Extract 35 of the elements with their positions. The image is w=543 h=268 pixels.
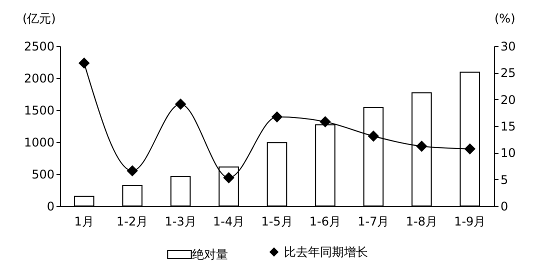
y2-tick-label: 25 — [500, 66, 516, 80]
point — [464, 144, 476, 154]
point — [416, 141, 427, 152]
point — [127, 166, 138, 176]
legend-label: 绝对量 — [192, 248, 228, 262]
x-tick-label: 1-7月 — [358, 214, 390, 228]
point — [272, 112, 282, 122]
y2-axis-title: (%) — [494, 12, 516, 26]
y-tick-label: 1500 — [24, 104, 54, 118]
x-tick-label: 1-4月 — [212, 214, 245, 228]
y-tick-label: 2500 — [24, 40, 54, 54]
point — [368, 130, 379, 142]
y2-tick-label: 15 — [500, 120, 516, 134]
y2-tick-label: 0 — [500, 200, 508, 214]
x-tick-label: 1-3月 — [164, 214, 196, 228]
legend-label: 比去年同期增长 — [284, 245, 368, 259]
x-tick-label: 1-8月 — [406, 214, 438, 228]
point — [320, 116, 330, 127]
y-axis-title: (亿元) — [22, 12, 56, 26]
point — [175, 98, 186, 110]
x-tick-label: 1-9月 — [454, 214, 486, 228]
y-tick-label: 1000 — [24, 136, 54, 150]
y2-tick-label: 5 — [500, 172, 508, 187]
y2-tick-label: 10 — [500, 146, 516, 160]
point — [224, 172, 234, 183]
x-tick-label: 1-5月 — [261, 214, 293, 228]
x-tick-label: 1月 — [74, 214, 94, 228]
y-tick-label: 2000 — [24, 72, 54, 86]
x-tick-label: 1-6月 — [309, 214, 342, 228]
y-tick-label: 0 — [46, 200, 54, 214]
x-tick-label: 1-2月 — [116, 214, 148, 228]
point — [78, 58, 90, 68]
y2-tick-label: 30 — [500, 40, 516, 54]
y2-tick-label: 20 — [500, 92, 516, 107]
y-tick-label: 500 — [32, 168, 54, 182]
